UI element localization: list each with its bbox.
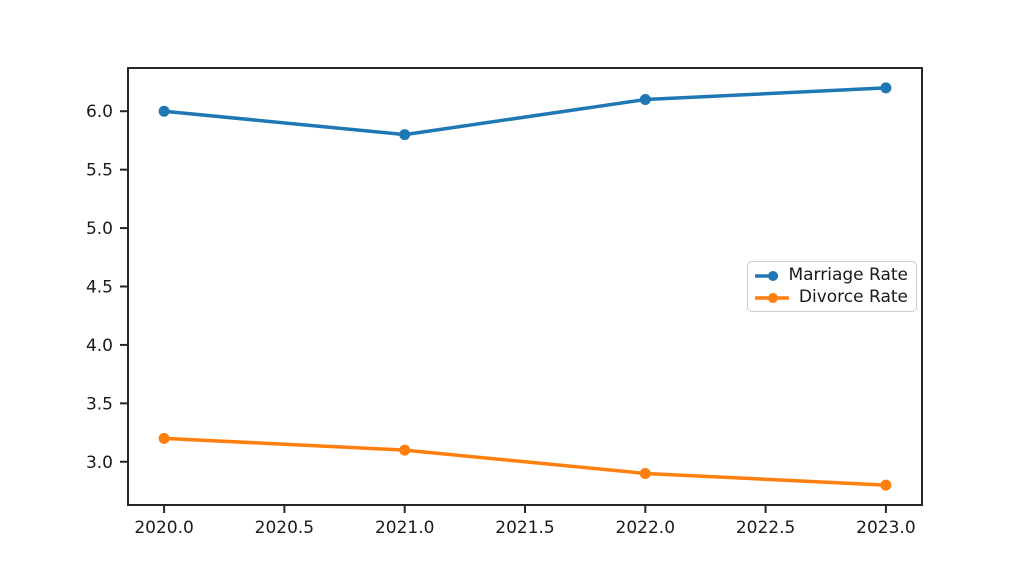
y-tick-label: 5.5 <box>86 161 113 181</box>
legend-marker-marriage-rate <box>755 270 779 281</box>
data-point-marriage-rate-2020 <box>158 105 170 117</box>
legend-item-divorce-rate: Divorce Rate <box>754 288 908 307</box>
legend-label-marriage-rate: Marriage Rate <box>788 265 908 285</box>
series-line-marriage-rate <box>162 86 888 137</box>
x-tick-label: 2022.5 <box>736 518 795 538</box>
x-tick-label: 2021.5 <box>495 518 554 538</box>
y-tick-label: 3.0 <box>86 453 113 473</box>
legend-marker-divorce-rate <box>755 292 789 303</box>
legend-item-marriage-rate: Marriage Rate <box>754 266 908 285</box>
data-point-divorce-rate-2022 <box>639 467 651 479</box>
x-tick-label: 2020.5 <box>255 518 314 538</box>
legend: Marriage Rate Divorce Rate <box>747 261 917 312</box>
x-tick-label: 2021.0 <box>375 518 434 538</box>
data-point-marriage-rate-2022 <box>639 94 651 106</box>
data-point-marriage-rate-2021 <box>399 129 411 141</box>
legend-label-divorce-rate: Divorce Rate <box>798 287 908 307</box>
data-point-divorce-rate-2020 <box>158 432 170 444</box>
y-tick-label: 5.0 <box>86 219 113 239</box>
series-line-divorce-rate <box>162 436 888 487</box>
x-tick-label: 2023.0 <box>856 518 915 538</box>
y-tick-label: 3.5 <box>86 394 113 414</box>
data-point-divorce-rate-2021 <box>399 444 411 456</box>
y-tick-label: 4.5 <box>86 278 113 298</box>
x-tick-label: 2022.0 <box>616 518 675 538</box>
x-tick-label: 2020.0 <box>134 518 193 538</box>
y-tick-label: 6.0 <box>86 102 113 122</box>
y-tick-label: 4.0 <box>86 336 113 356</box>
data-point-divorce-rate-2023 <box>880 479 892 491</box>
data-point-marriage-rate-2023 <box>880 82 892 94</box>
